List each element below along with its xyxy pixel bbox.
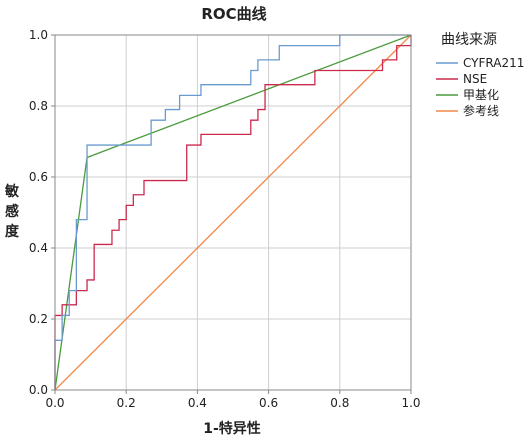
legend-title: 曲线来源 [441,32,497,48]
x-tick-label: 1.0 [401,396,420,410]
y-tick-label: 1.0 [29,28,48,42]
series-line-nse [54,35,412,390]
series-line-cyfra211 [54,34,411,390]
legend-entry-label: 参考线 [463,103,499,118]
y-axis-ticks: 0.0 0.2 0.4 0.6 0.8 1.0 [29,28,55,397]
y-tick-label: 0.6 [29,170,48,184]
legend-entry-label: NSE [463,72,487,86]
series-line-reference [54,34,412,391]
x-axis-label: 1-特异性 [203,420,261,437]
legend-entry-label: 甲基化 [463,88,499,102]
series-lines [54,34,412,391]
y-tick-label: 0.0 [29,383,48,397]
x-tick-label: 0.0 [45,396,64,410]
grid-lines [55,35,411,390]
x-axis-ticks: 0.0 0.2 0.4 0.6 0.8 1.0 [45,390,421,410]
y-axis-label: 敏感度 [4,183,20,240]
plot-frame [54,34,412,391]
x-tick-label: 0.2 [117,396,136,410]
legend-entry-label: CYFRA211 [463,56,524,70]
x-tick-label: 0.8 [330,396,349,410]
x-tick-label: 0.4 [188,396,207,410]
y-tick-label: 0.8 [29,99,48,113]
chart-title: ROC曲线 [201,5,266,23]
x-tick-label: 0.6 [259,396,278,410]
y-tick-label: 0.2 [29,312,48,326]
y-tick-label: 0.4 [29,241,48,255]
